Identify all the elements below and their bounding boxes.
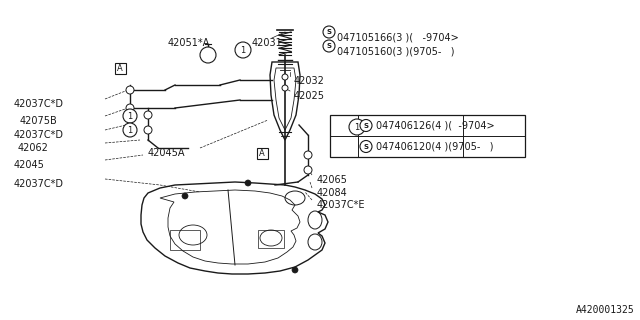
- Bar: [257, 148, 268, 158]
- Circle shape: [126, 86, 134, 94]
- Text: 42037C*E: 42037C*E: [317, 200, 365, 210]
- Bar: [258, 230, 284, 248]
- Circle shape: [182, 193, 188, 199]
- Circle shape: [126, 104, 134, 112]
- Text: 42065: 42065: [317, 175, 348, 185]
- Text: 1: 1: [127, 125, 132, 134]
- Text: 42025: 42025: [294, 91, 325, 101]
- Circle shape: [323, 40, 335, 52]
- Text: 42037C*D: 42037C*D: [14, 179, 64, 189]
- Circle shape: [200, 47, 216, 63]
- Circle shape: [304, 166, 312, 174]
- Circle shape: [144, 126, 152, 134]
- Circle shape: [144, 111, 152, 119]
- Text: 42084: 42084: [317, 188, 348, 198]
- Text: 1: 1: [241, 45, 246, 54]
- Text: 42031: 42031: [252, 38, 283, 48]
- Circle shape: [349, 119, 365, 135]
- Circle shape: [123, 123, 137, 137]
- Bar: [115, 62, 125, 74]
- Bar: [330, 115, 525, 157]
- Circle shape: [123, 109, 137, 123]
- Text: 047406126(4 )(  -9704>: 047406126(4 )( -9704>: [376, 121, 495, 131]
- Text: 047406120(4 )(9705-   ): 047406120(4 )(9705- ): [376, 141, 493, 151]
- Circle shape: [282, 85, 288, 91]
- Text: 42045A: 42045A: [148, 148, 186, 158]
- Text: 42051*A: 42051*A: [168, 38, 211, 48]
- Text: 42075B: 42075B: [20, 116, 58, 126]
- Text: 42062: 42062: [18, 143, 49, 153]
- Text: A: A: [117, 63, 123, 73]
- Circle shape: [323, 26, 335, 38]
- Text: 047105166(3 )(   -9704>: 047105166(3 )( -9704>: [337, 32, 459, 42]
- Circle shape: [282, 74, 288, 80]
- Circle shape: [235, 42, 251, 58]
- Text: 42045: 42045: [14, 160, 45, 170]
- Text: S: S: [326, 43, 332, 49]
- Circle shape: [292, 267, 298, 273]
- Text: A420001325: A420001325: [576, 305, 635, 315]
- Text: 42037C*D: 42037C*D: [14, 130, 64, 140]
- Text: 1: 1: [127, 111, 132, 121]
- Circle shape: [304, 151, 312, 159]
- Text: 42032: 42032: [294, 76, 325, 86]
- Bar: [170, 230, 200, 250]
- Circle shape: [360, 119, 372, 132]
- Text: 1: 1: [355, 123, 360, 132]
- Circle shape: [360, 140, 372, 153]
- Text: 42037C*D: 42037C*D: [14, 99, 64, 109]
- Text: 047105160(3 )(9705-   ): 047105160(3 )(9705- ): [337, 46, 454, 56]
- Text: S: S: [364, 123, 369, 129]
- Text: S: S: [364, 143, 369, 149]
- Text: S: S: [326, 29, 332, 35]
- Text: A: A: [259, 148, 265, 157]
- Circle shape: [245, 180, 251, 186]
